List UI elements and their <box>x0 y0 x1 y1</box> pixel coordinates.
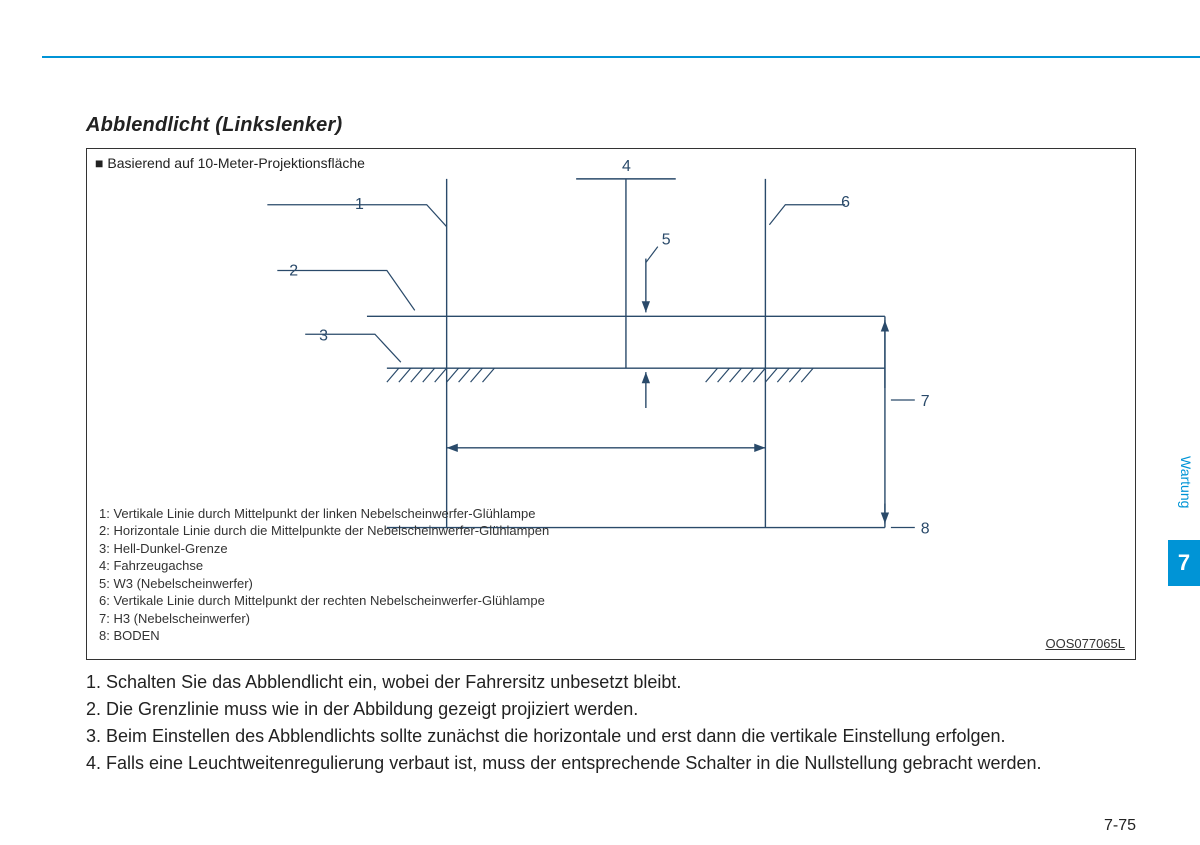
caption-text: Basierend auf 10-Meter-Projektionsfläche <box>107 155 365 171</box>
instructions: 1. Schalten Sie das Abblendlicht ein, wo… <box>86 672 1136 780</box>
instruction-item: 4. Falls eine Leuchtweitenregulierung ve… <box>86 753 1136 774</box>
figure-legend: 1: Vertikale Linie durch Mittelpunkt der… <box>99 505 549 645</box>
legend-item: 4: Fahrzeugachse <box>99 557 549 575</box>
legend-item: 5: W3 (Nebelscheinwerfer) <box>99 575 549 593</box>
side-tab-chapter: 7 <box>1168 540 1200 586</box>
figure-caption: ■ Basierend auf 10-Meter-Projektionsfläc… <box>95 155 365 171</box>
page-number: 7-75 <box>1104 817 1136 835</box>
legend-item: 3: Hell-Dunkel-Grenze <box>99 540 549 558</box>
diagram-label-8: 8 <box>921 520 930 537</box>
legend-item: 8: BODEN <box>99 627 549 645</box>
figure-box: ■ Basierend auf 10-Meter-Projektionsfläc… <box>86 148 1136 660</box>
instruction-item: 1. Schalten Sie das Abblendlicht ein, wo… <box>86 672 1136 693</box>
diagram-label-6: 6 <box>841 194 850 211</box>
legend-item: 6: Vertikale Linie durch Mittelpunkt der… <box>99 592 549 610</box>
legend-item: 7: H3 (Nebelscheinwerfer) <box>99 610 549 628</box>
caption-prefix: ■ <box>95 155 107 171</box>
figure-code: OOS077065L <box>1045 636 1125 651</box>
top-accent-line <box>42 56 1200 58</box>
legend-item: 1: Vertikale Linie durch Mittelpunkt der… <box>99 505 549 523</box>
diagram-label-2: 2 <box>289 263 298 280</box>
side-tab-label: Wartung <box>1178 456 1194 508</box>
instruction-item: 2. Die Grenzlinie muss wie in der Abbild… <box>86 699 1136 720</box>
diagram-label-4: 4 <box>622 158 631 175</box>
diagram-label-5: 5 <box>662 232 671 249</box>
page: Abblendlicht (Linkslenker) ■ Basierend a… <box>0 0 1200 845</box>
legend-item: 2: Horizontale Linie durch die Mittelpun… <box>99 522 549 540</box>
instruction-item: 3. Beim Einstellen des Abblendlichts sol… <box>86 726 1136 747</box>
diagram-label-1: 1 <box>355 196 364 213</box>
diagram-label-3: 3 <box>319 327 328 344</box>
diagram-label-7: 7 <box>921 393 930 410</box>
section-heading: Abblendlicht (Linkslenker) <box>86 114 342 137</box>
